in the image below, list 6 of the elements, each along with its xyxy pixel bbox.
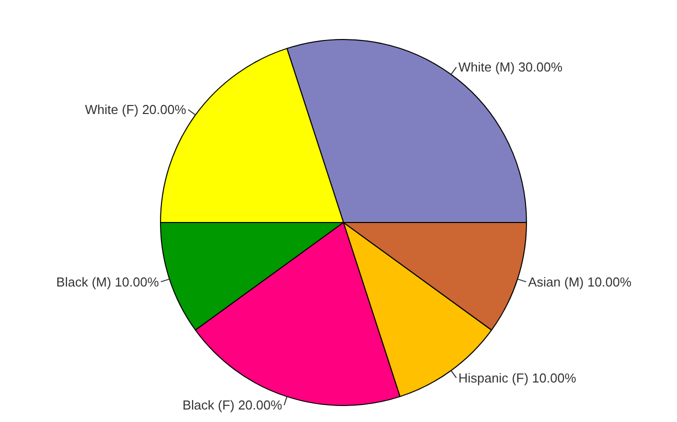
- slice-label: Black (M) 10.00%: [56, 274, 160, 290]
- slice-label: Asian (M) 10.00%: [528, 274, 632, 290]
- slice-label: Black (F) 20.00%: [182, 398, 283, 413]
- slice-label: White (M) 30.00%: [458, 60, 563, 75]
- slice-label: White (F) 20.00%: [85, 102, 187, 118]
- slice-label: Hispanic (F) 10.00%: [458, 370, 577, 386]
